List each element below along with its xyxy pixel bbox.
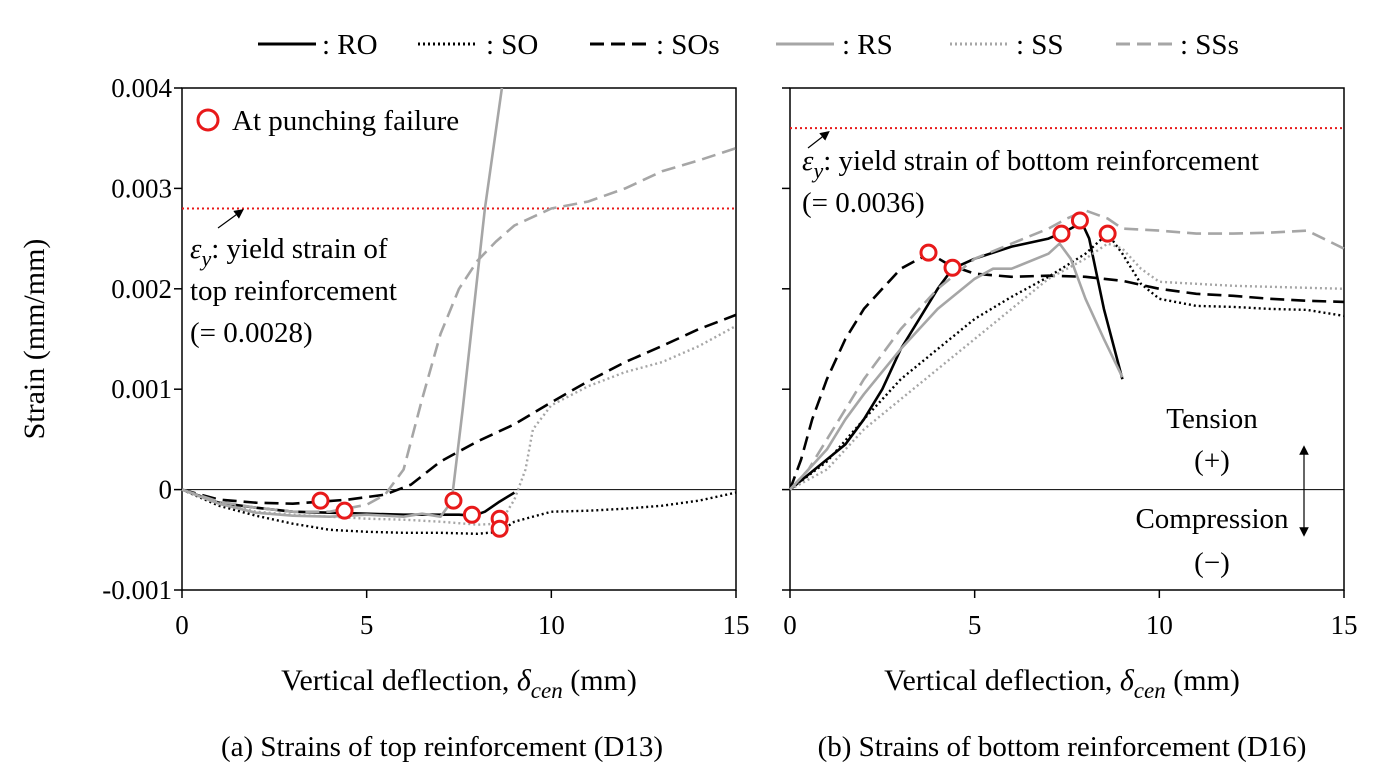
punching-marker-b-4 [1098,224,1117,243]
legend-label-0: : RO [322,29,378,61]
x-tick-label-a-0: 0 [175,610,189,640]
ticks-b: 0 5 10 15 [782,87,1358,640]
punching-marker-a-1 [335,501,354,520]
y-tick-label-1: 0 [159,475,173,505]
series-group-b [788,209,1345,491]
x-tick-label-a-15: 15 [723,610,750,640]
punching-marker-b-2 [1052,224,1071,243]
legend-label-2: : SOs [656,29,720,61]
series-group-a [181,87,737,535]
punching-marker-a-2 [444,491,463,510]
punching-marker-b-3 [1070,211,1089,230]
punching-marker-a-3 [462,505,481,524]
x-tick-label-a-5: 5 [360,610,374,640]
x-tick-label-b-15: 15 [1331,610,1358,640]
legend-label-3: : RS [842,29,893,61]
y-tick-label-5: 0.004 [111,73,172,103]
x-tick-label-b-10: 10 [1146,610,1173,640]
yield-arrow-b [807,131,830,149]
punching-marker-a-5 [490,519,509,538]
series-line-b-3 [789,242,1124,491]
y-tick-label-4: 0.003 [111,173,172,203]
x-axis-label-b: Vertical deflection, δcen (mm) [884,664,1240,703]
series-line-b-2 [788,252,1345,491]
compression-label: Compression [1135,503,1289,535]
x-axis-label-a: Vertical deflection, δcen (mm) [281,664,637,703]
legend: : RO : SO : SOs : RS : SS : SSs [258,29,1239,61]
legend-label-1: : SO [486,29,538,61]
legend-label-5: : SSs [1180,29,1239,61]
series-line-a-5 [181,146,737,514]
tension-label: Tension [1166,403,1258,435]
panel-b: 0 5 10 15 εy: yield strain of bottom reinfo… [782,87,1358,763]
punching-marker-a-0 [311,491,330,510]
compression-sign: (−) [1194,547,1230,579]
caption-a: (a) Strains of top reinforcement (D13) [221,731,663,763]
x-tick-label-a-10: 10 [538,610,565,640]
legend-label-4: : SS [1016,29,1064,61]
yield-annotation-a-line2: top reinforcement [190,275,397,307]
series-line-b-5 [789,209,1345,491]
x-tick-label-b-5: 5 [968,610,982,640]
punching-marker-b-0 [919,243,938,262]
yield-arrow-a [217,209,244,229]
x-tick-label-b-0: 0 [783,610,797,640]
y-tick-label-0: -0.001 [102,575,172,605]
caption-b: (b) Strains of bottom reinforcement (D16… [818,731,1307,763]
tension-sign: (+) [1194,445,1230,477]
series-line-b-4 [789,242,1345,491]
yield-annotation-b-line1: εy: yield strain of bottom reinforcement [802,145,1259,183]
series-line-a-2 [181,313,737,506]
y-tick-label-3: 0.002 [111,274,172,304]
series-line-a-1 [181,488,737,535]
series-line-b-1 [789,232,1345,491]
yield-annotation-a-line3: (= 0.0028) [190,317,313,349]
series-line-a-3 [181,87,504,519]
y-axis-label: Strain (mm/mm) [18,239,51,440]
marker-legend-symbol [196,108,220,132]
y-tick-label-2: 0.001 [111,374,172,404]
markers-group-a [311,491,509,538]
punching-marker-b-1 [943,258,962,277]
markers-group-b [919,211,1117,277]
yield-annotation-a-line1: εy: yield strain of [190,233,388,271]
plot-area-a [181,87,737,591]
marker-legend-label: At punching failure [232,105,459,137]
yield-annotation-b-line2: (= 0.0036) [802,187,925,219]
plot-area-b [789,87,1345,591]
